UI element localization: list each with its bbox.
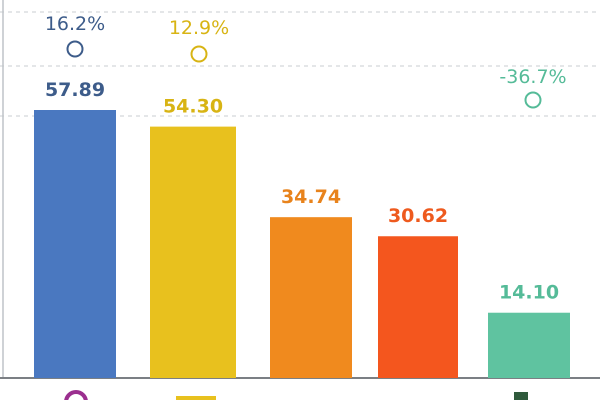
change-label-5: -36.7% (499, 66, 566, 88)
bar-value-label-1: 57.89 (45, 79, 105, 101)
change-marker-5 (524, 91, 542, 109)
bar-4 (378, 236, 458, 378)
bar-1 (34, 110, 116, 378)
bar-value-label-4: 30.62 (388, 205, 448, 227)
category-5-icon (514, 392, 528, 400)
bar-value-label-5: 14.10 (499, 282, 559, 304)
bar-5 (488, 312, 570, 378)
category-2-icon (176, 396, 216, 400)
change-marker-2 (190, 45, 208, 63)
bars-group (34, 110, 570, 378)
labels-group: 57.89 54.30 34.74 30.62 14.10 (45, 79, 559, 304)
bar-2 (150, 126, 236, 378)
change-label-2: 12.9% (169, 17, 229, 39)
change-label-1: 16.2% (45, 13, 105, 35)
bar-value-label-3: 34.74 (281, 186, 341, 208)
bar-3 (270, 217, 352, 378)
bar-value-label-2: 54.30 (163, 96, 223, 118)
change-markers-group: 16.2% 12.9% -36.7% (45, 13, 567, 400)
category-1-icon (64, 390, 88, 400)
change-marker-1 (66, 40, 84, 58)
